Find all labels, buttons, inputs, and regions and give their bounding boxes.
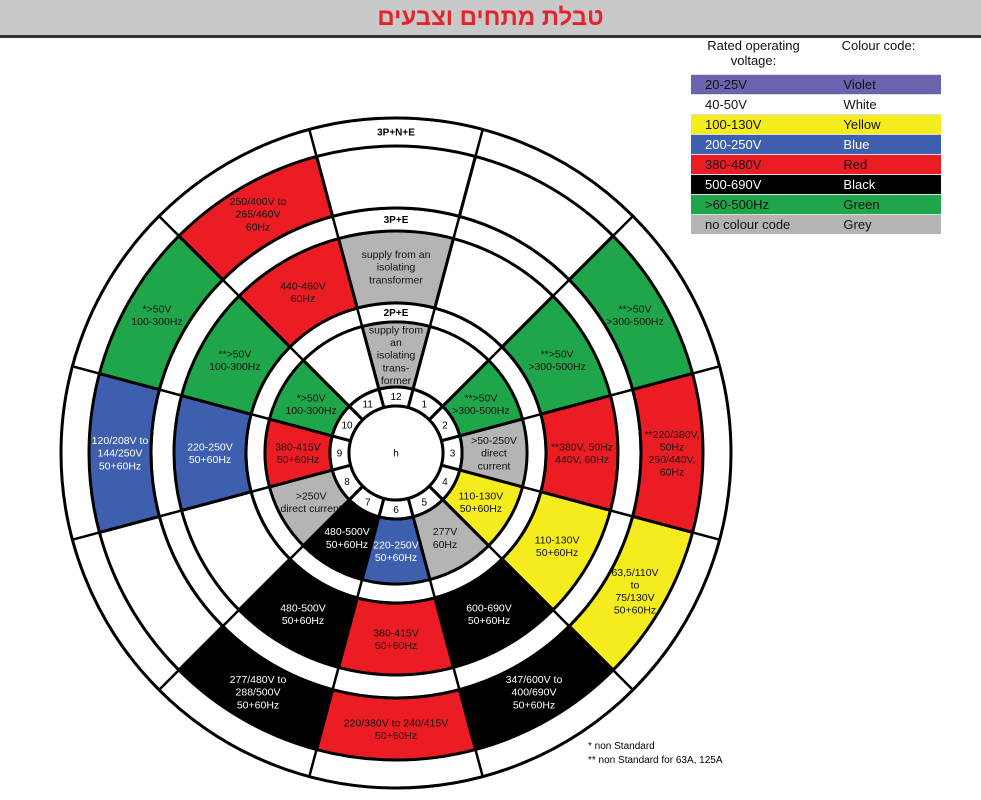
sector-label: **220/380V, 50Hz 250/440V, 60Hz — [644, 429, 699, 479]
sector-3P+N+E-12 — [314, 144, 478, 219]
legend-row-blue: 200-250V Blue — [691, 134, 941, 154]
sector-label: 347/600V to 400/690V 50+60Hz — [506, 674, 563, 711]
sector-label: >50-250V direct current — [471, 435, 517, 472]
sector-divider — [441, 365, 720, 443]
sector-label: 220-250V 50+60Hz — [373, 539, 419, 564]
sector-divider — [406, 498, 484, 777]
clock-number: 4 — [442, 477, 448, 488]
sector-label: supply from an isolating trans-former — [369, 324, 424, 386]
sector-label: 277V 60Hz — [433, 526, 458, 551]
legend-colour: Violet — [843, 77, 876, 92]
legend-colour: Yellow — [843, 117, 881, 132]
legend-voltage: 380-480V — [705, 157, 762, 172]
sector-divider — [72, 365, 351, 443]
sector-label: **380V, 50Hz 440V, 60Hz — [551, 441, 613, 466]
clock-number: 3 — [450, 449, 456, 460]
sector-divider — [158, 215, 364, 421]
legend-colour: Green — [843, 197, 880, 212]
clock-number: 10 — [342, 420, 354, 431]
hub-label: h — [393, 449, 399, 460]
legend-voltage: 200-250V — [705, 137, 762, 152]
sector-label: *>50V 100-300Hz — [285, 392, 336, 417]
clock-number: 2 — [442, 420, 448, 431]
legend-colour: Grey — [843, 217, 872, 232]
clock-number: 8 — [344, 477, 350, 488]
sector-label: **>50V 100-300Hz — [209, 348, 260, 373]
page-title: טבלת מתחים וצבעים — [377, 4, 604, 31]
legend-row-white: 40-50V White — [691, 94, 941, 114]
legend-colour: Black — [843, 177, 876, 192]
footnote-1: * non Standard — [588, 741, 655, 752]
ring-label-3P+N+E: 3P+N+E — [377, 128, 415, 139]
legend-colour: Red — [843, 157, 868, 172]
legend-row-yellow: 100-130V Yellow — [691, 114, 941, 134]
legend-colour: White — [843, 97, 877, 112]
legend-row-violet: 20-25V Violet — [691, 74, 941, 94]
ring-label-3P+E: 3P+E — [384, 215, 409, 226]
legend-row-grey: no colour code Grey — [691, 214, 941, 234]
footnote-2: ** non Standard for 63A, 125A — [588, 755, 723, 766]
legend-row-green: >60-500Hz Green — [691, 194, 941, 214]
legend-voltage: 40-50V — [705, 97, 747, 112]
clock-number: 12 — [390, 392, 402, 403]
sector-divider — [308, 129, 386, 408]
sector-label: 220-250V 50+60Hz — [187, 441, 233, 466]
sector-label: 480-500V 50+60Hz — [280, 602, 326, 627]
sector-label: **>50V >300-500Hz — [606, 303, 664, 328]
sector-divider — [72, 463, 351, 541]
sector-label: 277/480V to 288/500V 50+60Hz — [230, 674, 287, 711]
sector-label: 120/208V to 144/250V 50+60Hz — [92, 435, 149, 472]
clock-number: 1 — [421, 400, 427, 411]
legend-voltage: >60-500Hz — [705, 197, 769, 212]
sector-label: supply from an isolating transformer — [362, 249, 431, 286]
legend-header-voltage: Rated operating voltage: — [707, 38, 800, 68]
legend-voltage: no colour code — [705, 217, 791, 232]
legend-voltage: 500-690V — [705, 177, 762, 192]
clock-number: 11 — [363, 400, 374, 411]
sector-label: **>50V >300-500Hz — [452, 392, 510, 417]
colour-legend: Rated operating voltage: Colour code: 20… — [691, 38, 941, 234]
sector-label: 380-415V 50+60Hz — [373, 627, 419, 652]
clock-number: 6 — [393, 505, 399, 516]
legend-voltage: 100-130V — [705, 117, 762, 132]
footnotes: * non Standard ** non Standard for 63A, … — [588, 740, 723, 768]
sector-label: >250V direct current — [280, 490, 341, 515]
legend-voltage: 20-25V — [705, 77, 747, 92]
legend-colour: Blue — [843, 137, 870, 152]
sector-divider — [406, 129, 484, 408]
sector-label: 480-500V 50+60Hz — [324, 526, 370, 551]
sector-label: 110-130V 50+60Hz — [535, 534, 580, 559]
legend-row-red: 380-480V Red — [691, 154, 941, 174]
sector-divider — [441, 463, 720, 541]
sector-divider — [428, 215, 634, 421]
clock-number: 7 — [365, 497, 371, 508]
sector-label: 110-130V 50+60Hz — [458, 490, 503, 515]
legend-header-colour: Colour code: — [841, 38, 916, 53]
ring-label-2P+E: 2P+E — [384, 308, 409, 319]
sector-divider — [308, 498, 386, 777]
sector-label: *>50V 100-300Hz — [131, 303, 182, 328]
sector-label: 440-460V 60Hz — [280, 280, 326, 305]
sector-label: 600-690V 50+60Hz — [466, 602, 512, 627]
sector-label: 250/400V to 265/460V 60Hz — [230, 196, 287, 233]
hub — [347, 404, 445, 502]
clock-number: 5 — [421, 497, 427, 508]
header-bar: טבלת מתחים וצבעים — [0, 0, 981, 38]
sector-divider — [428, 485, 634, 691]
sector-label: 380-415V 50+60Hz — [275, 441, 321, 466]
sector-divider — [158, 485, 364, 691]
sector-label: 220/380V to 240/415V 50+60Hz — [344, 717, 449, 742]
sector-label: **>50V >300-500Hz — [528, 348, 586, 373]
sector-label: 63,5/110V to 75/130V 50+60Hz — [611, 567, 658, 617]
clock-number: 9 — [337, 449, 343, 460]
legend-row-black: 500-690V Black — [691, 174, 941, 194]
